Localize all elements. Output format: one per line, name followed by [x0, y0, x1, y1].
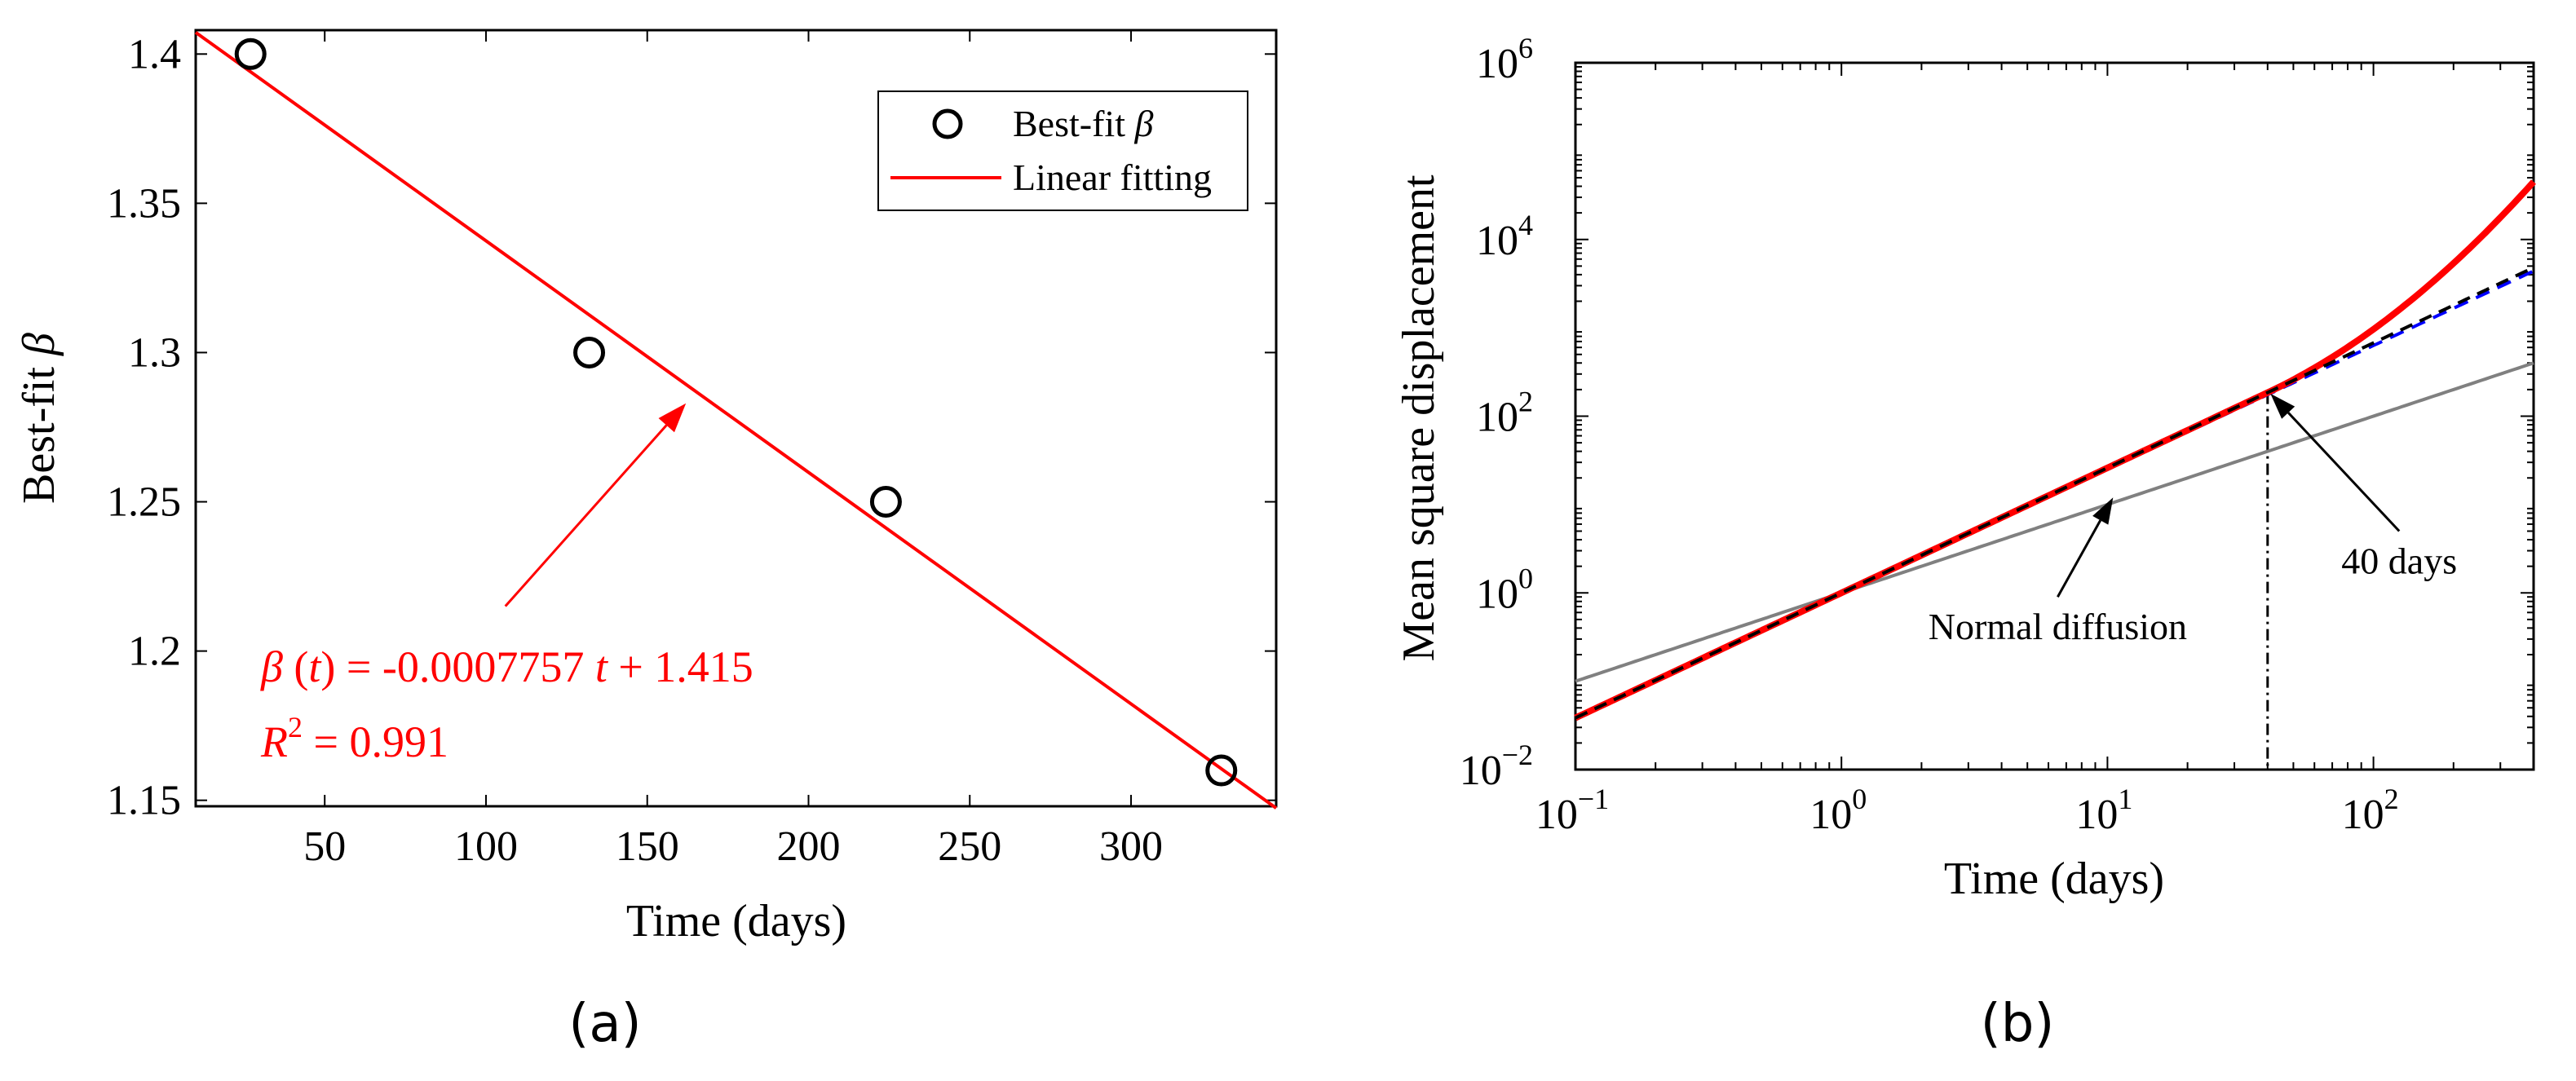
annotation-arrow: [2287, 412, 2401, 532]
data-point: [234, 38, 267, 70]
y-tick-label-b: 102: [1476, 386, 1533, 441]
y-tick-label-a: 1.25: [107, 479, 181, 526]
annotation-arrow: [2057, 519, 2102, 598]
x-tick-label-b: 101: [2075, 783, 2132, 838]
y-axis-label-a: Best-fit β: [14, 333, 64, 504]
r-squared: R2 = 0.991: [260, 711, 448, 766]
x-tick-label-a: 250: [938, 823, 1001, 870]
plot-frame-b: [1574, 61, 2535, 771]
ticks-b: 10−1 100 101 102 10−2 100 102 104 106: [1460, 32, 2534, 838]
data-point: [869, 486, 902, 518]
msd-lines: [1574, 179, 2536, 770]
x-tick-label-a: 100: [454, 823, 518, 870]
x-tick-label-b: 102: [2342, 783, 2399, 838]
best-fit-points: [234, 38, 1238, 787]
plot-frame-a: [194, 29, 1278, 808]
normal-diffusion-line: [1575, 361, 2534, 683]
equation-arrow: [504, 424, 668, 607]
y-tick-label-b: 100: [1476, 562, 1533, 617]
x-axis-label-b: Time (days): [1944, 854, 2164, 904]
black-dashed-line: [1575, 266, 2534, 720]
x-tick-label-a: 50: [303, 823, 346, 870]
legend-a: Best-fit β Linear fitting: [877, 90, 1248, 211]
y-tick-label-a: 1.15: [107, 778, 181, 824]
y-tick-label-a: 1.3: [128, 329, 181, 376]
x-tick-label-a: 300: [1099, 823, 1163, 870]
y-tick-label-a: 1.35: [107, 180, 181, 227]
x-axis-label-a: Time (days): [626, 896, 846, 946]
caption-b: (b): [1981, 994, 2055, 1054]
annotation-40-days: 40 days: [2341, 540, 2457, 581]
y-axis-label-b: Mean square displacement: [1394, 174, 1444, 662]
annotation-arrow-head: [2270, 393, 2295, 419]
x-tick-label-b: 100: [1809, 783, 1867, 838]
panel-b-msd: 10−1 100 101 102 10−2 100 102 104 106 Mean squar…: [1394, 32, 2536, 1054]
fit-equation: β (t) = -0.0007757 t + 1.415: [260, 642, 753, 691]
legend-label-linear-fitting: Linear fitting: [1013, 157, 1212, 198]
y-tick-label-a: 1.2: [128, 629, 181, 675]
x-tick-label-a: 200: [776, 823, 840, 870]
panel-a-best-fit-beta: 50 100 150 200 250 300 1.15 1.2 1.25 1.3 1.35 1.4 B…: [14, 29, 1278, 1054]
msd-annotations: 40 days Normal diffusion: [1929, 393, 2457, 647]
x-tick-label-b: 10−1: [1535, 783, 1609, 838]
legend-marker-circle: [932, 108, 963, 139]
x-tick-label-a: 150: [616, 823, 679, 870]
equation-arrow-head: [658, 403, 687, 433]
ticks-a: 50 100 150 200 250 300 1.15 1.2 1.25 1.3 1.35 1.4: [107, 30, 1276, 870]
data-point: [1205, 754, 1238, 787]
y-tick-label-a: 1.4: [128, 31, 181, 77]
linear-fit-line: [194, 31, 1278, 810]
y-tick-label-b: 106: [1476, 32, 1533, 87]
y-tick-label-b: 104: [1476, 209, 1533, 264]
annotation-arrow-head: [2092, 497, 2114, 525]
legend-label-best-fit: Best-fit β: [1013, 103, 1153, 144]
y-tick-label-b: 10−2: [1460, 739, 1533, 794]
annotation-normal-diffusion: Normal diffusion: [1929, 606, 2187, 647]
caption-a: (a): [568, 994, 641, 1054]
data-point: [573, 336, 606, 368]
